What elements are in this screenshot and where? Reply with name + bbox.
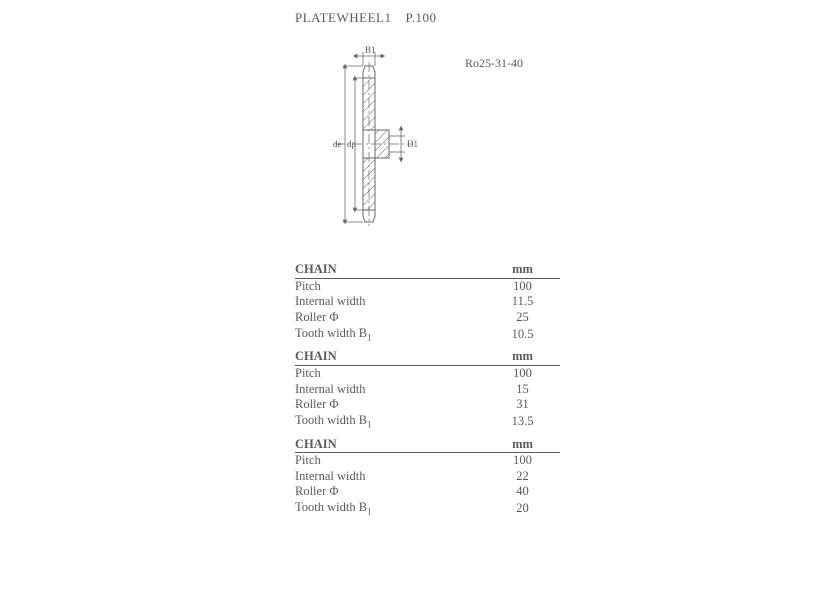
- spec-label: Internal width: [295, 382, 485, 398]
- spec-label: Pitch: [295, 278, 485, 294]
- spec-label: Tooth width B1: [295, 326, 485, 344]
- spec-label: Pitch: [295, 365, 485, 381]
- ro-label: Ro25-31-40: [465, 56, 523, 71]
- spec-label: Roller Φ: [295, 484, 485, 500]
- spec-value: 25: [485, 310, 560, 326]
- chain-table: CHAINmmPitch100Internal width15Roller Φ3…: [295, 349, 560, 430]
- unit-header: mm: [485, 437, 560, 453]
- spec-value: 100: [485, 453, 560, 469]
- unit-header: mm: [485, 349, 560, 365]
- technical-diagram: B1 de dp D1: [295, 44, 435, 234]
- spec-value: 10.5: [485, 326, 560, 344]
- spec-value: 100: [485, 278, 560, 294]
- spec-label: Roller Φ: [295, 310, 485, 326]
- spec-value: 20: [485, 500, 560, 518]
- spec-label: Roller Φ: [295, 397, 485, 413]
- chain-header: CHAIN: [295, 437, 485, 453]
- title-part1: PLATEWHEEL1: [295, 10, 391, 25]
- unit-header: mm: [485, 262, 560, 278]
- title-part2: P.100: [405, 10, 436, 25]
- spec-label: Tooth width B1: [295, 500, 485, 518]
- spec-label: Tooth width B1: [295, 413, 485, 431]
- chain-header: CHAIN: [295, 349, 485, 365]
- spec-value: 31: [485, 397, 560, 413]
- spec-value: 15: [485, 382, 560, 398]
- spec-value: 100: [485, 365, 560, 381]
- spec-value: 40: [485, 484, 560, 500]
- spec-label: Internal width: [295, 294, 485, 310]
- chain-table: CHAINmmPitch100Internal width11.5Roller …: [295, 262, 560, 343]
- spec-tables: CHAINmmPitch100Internal width11.5Roller …: [295, 262, 560, 518]
- chain-table: CHAINmmPitch100Internal width22Roller Φ4…: [295, 437, 560, 518]
- chain-header: CHAIN: [295, 262, 485, 278]
- spec-value: 11.5: [485, 294, 560, 310]
- spec-value: 22: [485, 469, 560, 485]
- spec-label: Internal width: [295, 469, 485, 485]
- spec-label: Pitch: [295, 453, 485, 469]
- page-title: PLATEWHEEL1 P.100: [295, 10, 595, 26]
- spec-value: 13.5: [485, 413, 560, 431]
- label-b1: B1: [365, 45, 376, 55]
